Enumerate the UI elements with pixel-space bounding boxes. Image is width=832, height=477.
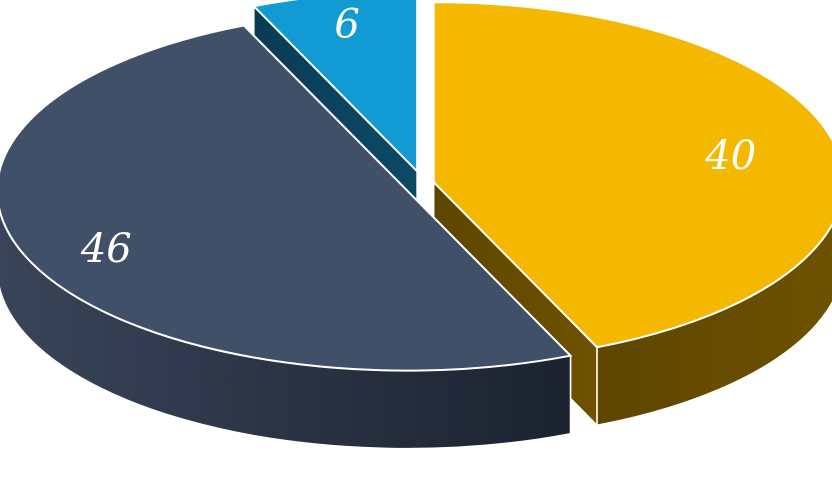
slice-6 bbox=[251, 0, 419, 174]
slice-label-6: 6 bbox=[334, 1, 359, 47]
pie-label-layer: 40 46 6 bbox=[80, 1, 756, 272]
slice-46 bbox=[0, 24, 573, 372]
slice-40 bbox=[432, 1, 832, 349]
slice-label-46: 46 bbox=[80, 226, 132, 272]
pie-top-layer bbox=[0, 0, 832, 372]
slice-label-40: 40 bbox=[704, 133, 756, 179]
